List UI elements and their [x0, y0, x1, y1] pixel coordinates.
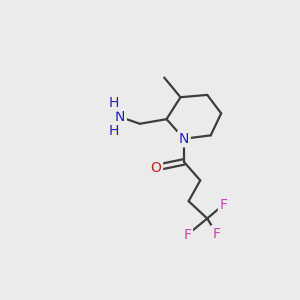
- Text: F: F: [220, 198, 227, 212]
- Text: F: F: [212, 226, 220, 241]
- Text: H: H: [109, 124, 119, 138]
- Text: N: N: [179, 132, 189, 146]
- Text: H: H: [109, 96, 119, 110]
- Text: N: N: [115, 110, 125, 124]
- Text: O: O: [151, 161, 161, 175]
- Text: F: F: [184, 228, 191, 242]
